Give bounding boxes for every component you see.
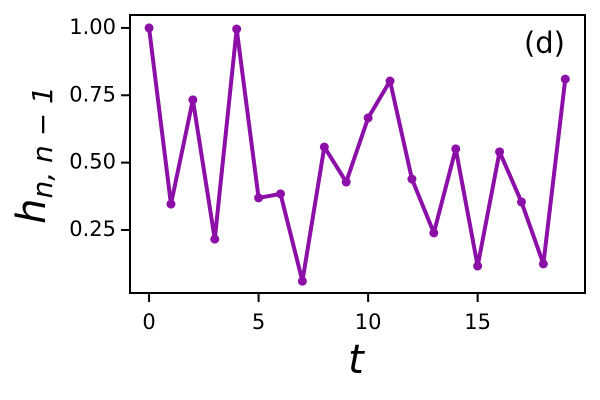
- data-point: [254, 193, 264, 203]
- data-point: [363, 113, 373, 123]
- x-tick-label: 5: [252, 310, 265, 334]
- series-line: [147, 27, 568, 284]
- data-point: [210, 234, 220, 244]
- data-point: [451, 144, 461, 154]
- data-point: [319, 142, 329, 152]
- y-tick-label: 1.00: [69, 15, 116, 39]
- y-tick-label: 0.25: [69, 217, 116, 241]
- x-axis-label: t: [348, 337, 365, 383]
- y-axis-label: hn, n − 1: [9, 86, 59, 224]
- data-point: [385, 76, 395, 86]
- data-point: [516, 197, 526, 207]
- plot-frame: [129, 14, 586, 294]
- data-point: [495, 147, 505, 157]
- data-point: [473, 261, 483, 271]
- data-point: [166, 199, 176, 209]
- x-tick-label: 0: [142, 310, 155, 334]
- panel-label: (d): [524, 26, 565, 60]
- y-tick-label: 0.50: [69, 150, 116, 174]
- data-point: [341, 177, 351, 187]
- y-tick-label: 0.75: [69, 82, 116, 106]
- data-point: [429, 228, 439, 238]
- data-point: [560, 74, 570, 84]
- x-tick-label: 15: [464, 310, 491, 334]
- x-tick-label: 10: [355, 310, 382, 334]
- y-axis-label-sub: n, n − 1: [26, 86, 59, 198]
- data-point: [144, 23, 154, 33]
- data-point: [297, 276, 307, 286]
- y-axis-label-base: h: [9, 199, 55, 224]
- data-point: [407, 174, 417, 184]
- data-point: [188, 95, 198, 105]
- data-point: [538, 259, 548, 269]
- data-point: [232, 24, 242, 34]
- data-point: [275, 189, 285, 199]
